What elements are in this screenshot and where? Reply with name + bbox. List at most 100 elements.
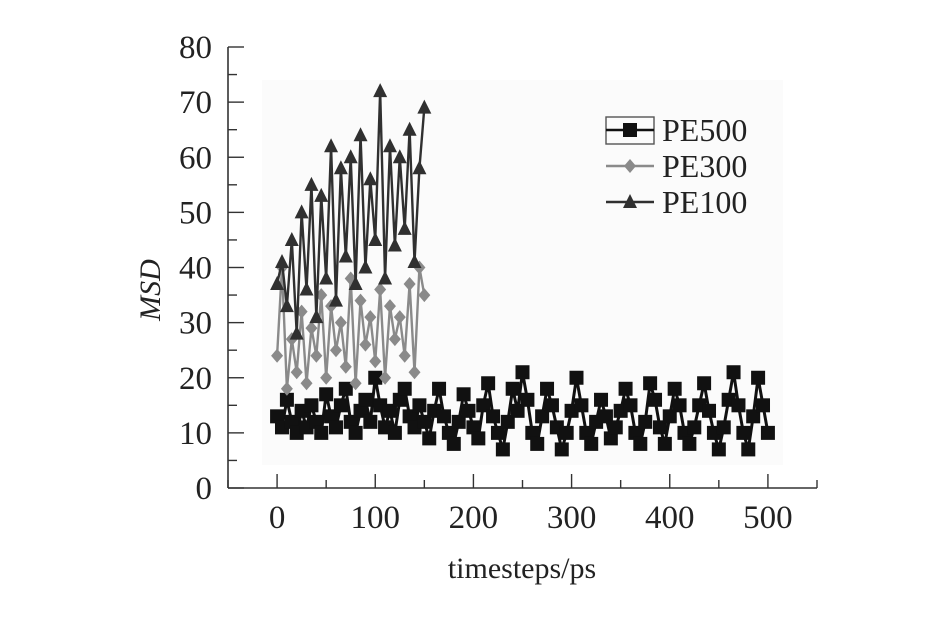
data-point-pe500 [569, 370, 584, 385]
x-tick-label: 300 [547, 500, 597, 536]
data-point-pe100 [397, 220, 412, 235]
data-point-pe500 [648, 392, 663, 407]
data-point-pe100 [319, 270, 334, 285]
data-point-pe100 [402, 121, 417, 136]
data-point-pe500 [319, 387, 334, 402]
data-point-pe300 [329, 343, 342, 358]
data-point-pe100 [378, 270, 393, 285]
data-point-pe500 [422, 431, 437, 446]
legend-marker-pe300 [624, 159, 636, 173]
data-point-pe100 [387, 237, 402, 252]
data-point-pe500 [594, 392, 609, 407]
data-point-pe500 [760, 425, 775, 440]
data-point-pe300 [280, 381, 293, 396]
y-tick-label: 50 [179, 195, 212, 231]
x-axis-title: timesteps/ps [448, 552, 596, 585]
data-point-pe500 [579, 425, 594, 440]
axes: 0 10 20 30 40 50 60 70 80 0 100 200 300 400 500 [179, 30, 818, 536]
data-point-pe500 [456, 387, 471, 402]
data-point-pe300 [369, 354, 382, 369]
data-point-pe500 [633, 436, 648, 451]
data-point-pe500 [623, 398, 638, 413]
data-point-pe500 [397, 381, 412, 396]
data-point-pe300 [290, 365, 303, 380]
data-point-pe100 [363, 171, 378, 186]
data-point-pe300 [359, 337, 372, 352]
data-point-pe100 [304, 176, 319, 191]
data-point-pe500 [643, 376, 658, 391]
legend-label-pe500: PE500 [662, 112, 747, 148]
data-point-pe100 [314, 187, 329, 202]
legend-label-pe100: PE100 [662, 184, 747, 220]
data-point-pe500 [412, 398, 427, 413]
data-point-pe300 [334, 315, 347, 330]
data-point-pe500 [697, 376, 712, 391]
data-point-pe500 [392, 392, 407, 407]
data-point-pe500 [324, 409, 339, 424]
data-point-pe100 [299, 281, 314, 296]
data-point-pe500 [731, 398, 746, 413]
data-point-pe100 [392, 149, 407, 164]
data-point-pe100 [412, 160, 427, 175]
data-point-pe100 [270, 276, 285, 291]
series-pe100 [270, 83, 432, 340]
data-point-pe300 [310, 348, 323, 363]
x-tick-label: 400 [645, 500, 695, 536]
data-point-pe500 [525, 425, 540, 440]
data-point-pe500 [500, 414, 515, 429]
data-point-pe500 [672, 398, 687, 413]
data-point-pe300 [364, 310, 377, 325]
data-point-pe500 [436, 409, 451, 424]
data-point-pe500 [574, 398, 589, 413]
data-point-pe500 [662, 409, 677, 424]
data-point-pe100 [358, 259, 373, 274]
data-point-pe500 [711, 442, 726, 457]
data-point-pe100 [373, 83, 388, 98]
data-point-pe500 [628, 425, 643, 440]
data-point-pe500 [333, 398, 348, 413]
data-point-pe500 [368, 370, 383, 385]
data-point-pe500 [584, 436, 599, 451]
y-tick-label: 30 [179, 306, 212, 342]
data-point-pe300 [349, 376, 362, 391]
data-point-pe500 [544, 398, 559, 413]
y-tick-label: 0 [196, 471, 213, 507]
data-point-pe500 [736, 425, 751, 440]
data-point-pe500 [598, 409, 613, 424]
data-point-pe100 [348, 276, 363, 291]
data-point-pe500 [382, 403, 397, 418]
data-point-pe500 [279, 392, 294, 407]
legend-marker-pe500 [623, 123, 637, 137]
data-point-pe300 [403, 277, 416, 292]
data-point-pe500 [338, 381, 353, 396]
data-point-pe300 [418, 288, 431, 303]
legend-marker-pe100 [623, 194, 637, 208]
y-tick-label: 80 [179, 30, 212, 66]
data-point-pe500 [608, 420, 623, 435]
data-point-pe500 [284, 414, 299, 429]
data-point-pe100 [324, 138, 339, 153]
data-point-pe500 [486, 409, 501, 424]
data-point-pe300 [339, 359, 352, 374]
data-point-pe500 [515, 365, 530, 380]
data-point-pe500 [358, 392, 373, 407]
data-point-pe300 [305, 321, 318, 336]
data-point-pe500 [432, 381, 447, 396]
data-point-pe500 [471, 431, 486, 446]
data-point-pe500 [667, 381, 682, 396]
data-point-pe500 [554, 442, 569, 457]
series-pe500 [270, 365, 775, 457]
data-point-pe500 [618, 381, 633, 396]
data-point-pe500 [603, 431, 618, 446]
data-point-pe500 [461, 403, 476, 418]
y-axis-title: MSD [134, 259, 167, 322]
data-point-pe500 [741, 442, 756, 457]
x-tick-label: 100 [351, 500, 401, 536]
y-tick-label: 40 [179, 251, 212, 287]
data-point-pe100 [284, 231, 299, 246]
data-point-pe300 [408, 365, 421, 380]
data-point-pe300 [379, 370, 392, 385]
data-point-pe500 [348, 425, 363, 440]
